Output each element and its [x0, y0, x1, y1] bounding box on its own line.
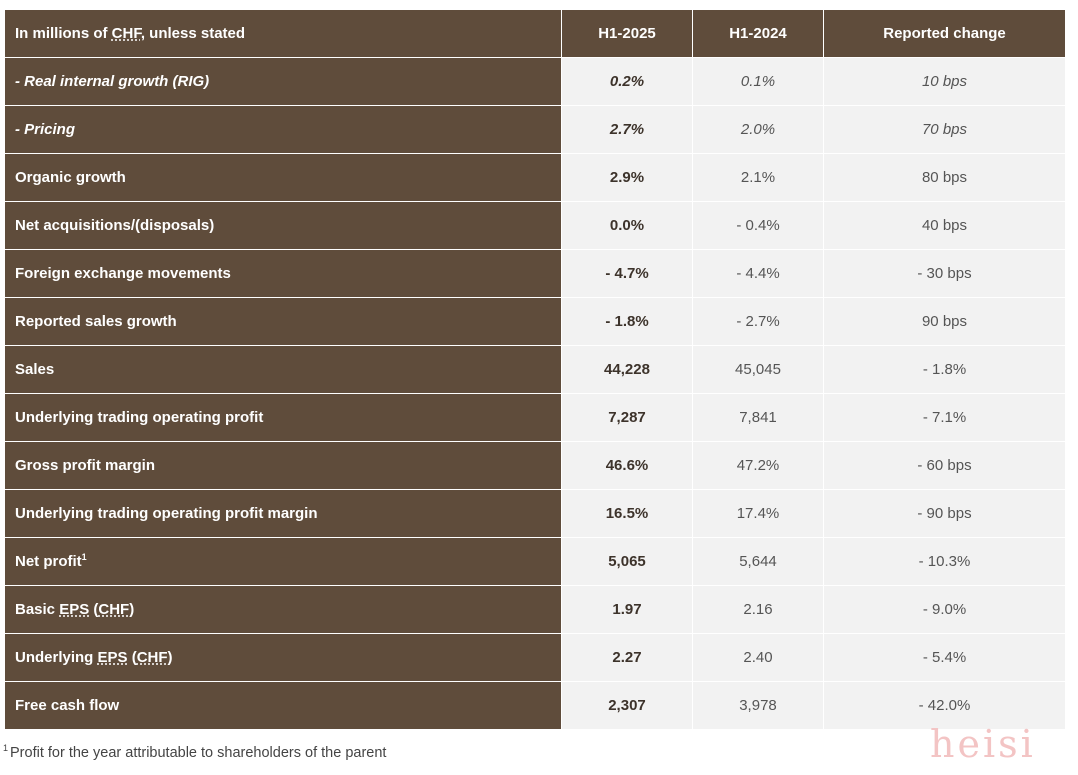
footnote-ref: 1	[81, 552, 87, 562]
table-row: Basic EPS (CHF) 1.97 2.16 - 9.0%	[4, 585, 1066, 634]
footnote-text: Profit for the year attributable to shar…	[10, 745, 387, 761]
row-label: Reported sales growth	[4, 297, 562, 346]
row-label: Net profit1	[4, 537, 562, 586]
value-h1-2024: 3,978	[692, 681, 824, 730]
value-change: 80 bps	[823, 153, 1066, 202]
value-change: - 30 bps	[823, 249, 1066, 298]
value-change: 90 bps	[823, 297, 1066, 346]
chf-abbr[interactable]: CHF	[136, 649, 168, 666]
table-row: Reported sales growth - 1.8% - 2.7% 90 b…	[4, 297, 1066, 346]
value-h1-2024: - 4.4%	[692, 249, 824, 298]
watermark: heisi	[930, 722, 1036, 766]
table-row: Organic growth 2.9% 2.1% 80 bps	[4, 153, 1066, 202]
value-change: - 7.1%	[823, 393, 1066, 442]
row-label: Underlying trading operating profit	[4, 393, 562, 442]
value-h1-2024: 17.4%	[692, 489, 824, 538]
row-label: Gross profit margin	[4, 441, 562, 490]
value-change: - 90 bps	[823, 489, 1066, 538]
value-h1-2024: 2.0%	[692, 105, 824, 154]
value-h1-2025: 1.97	[561, 585, 693, 634]
value-h1-2024: 47.2%	[692, 441, 824, 490]
table-row: - Pricing 2.7% 2.0% 70 bps	[4, 105, 1066, 154]
value-h1-2025: 5,065	[561, 537, 693, 586]
value-h1-2024: 0.1%	[692, 57, 824, 106]
table-row: Net profit1 5,065 5,644 - 10.3%	[4, 537, 1066, 586]
value-h1-2025: 16.5%	[561, 489, 693, 538]
value-h1-2025: 2,307	[561, 681, 693, 730]
table-row: Sales 44,228 45,045 - 1.8%	[4, 345, 1066, 394]
row-label: Foreign exchange movements	[4, 249, 562, 298]
value-h1-2025: - 1.8%	[561, 297, 693, 346]
eps-abbr[interactable]: EPS	[97, 649, 128, 666]
value-change: - 5.4%	[823, 633, 1066, 682]
value-change: - 10.3%	[823, 537, 1066, 586]
value-change: 40 bps	[823, 201, 1066, 250]
value-h1-2025: 7,287	[561, 393, 693, 442]
value-h1-2025: 46.6%	[561, 441, 693, 490]
value-change: - 9.0%	[823, 585, 1066, 634]
value-change: - 60 bps	[823, 441, 1066, 490]
row-label: - Real internal growth (RIG)	[4, 57, 562, 106]
table-header-row: In millions of CHF, unless stated H1-202…	[4, 9, 1066, 58]
value-h1-2025: - 4.7%	[561, 249, 693, 298]
value-h1-2024: - 0.4%	[692, 201, 824, 250]
table-row: Free cash flow 2,307 3,978 - 42.0%	[4, 681, 1066, 730]
table-row: - Real internal growth (RIG) 0.2% 0.1% 1…	[4, 57, 1066, 106]
table-row: Foreign exchange movements - 4.7% - 4.4%…	[4, 249, 1066, 298]
value-h1-2025: 2.9%	[561, 153, 693, 202]
value-h1-2024: 7,841	[692, 393, 824, 442]
table-row: Underlying EPS (CHF) 2.27 2.40 - 5.4%	[4, 633, 1066, 682]
table-row: Net acquisitions/(disposals) 0.0% - 0.4%…	[4, 201, 1066, 250]
value-change: 10 bps	[823, 57, 1066, 106]
header-h1-2024: H1-2024	[692, 9, 824, 58]
row-label: Sales	[4, 345, 562, 394]
table-row: Gross profit margin 46.6% 47.2% - 60 bps	[4, 441, 1066, 490]
footnote-marker: 1	[3, 743, 9, 754]
value-h1-2025: 2.27	[561, 633, 693, 682]
table-row: Underlying trading operating profit marg…	[4, 489, 1066, 538]
eps-abbr[interactable]: EPS	[59, 601, 90, 618]
value-h1-2024: 5,644	[692, 537, 824, 586]
row-label: Underlying EPS (CHF)	[4, 633, 562, 682]
value-h1-2025: 0.0%	[561, 201, 693, 250]
value-h1-2025: 0.2%	[561, 57, 693, 106]
header-h1-2025: H1-2025	[561, 9, 693, 58]
value-h1-2024: - 2.7%	[692, 297, 824, 346]
row-label: - Pricing	[4, 105, 562, 154]
row-label: Organic growth	[4, 153, 562, 202]
value-change: - 42.0%	[823, 681, 1066, 730]
value-h1-2024: 2.16	[692, 585, 824, 634]
value-h1-2024: 2.1%	[692, 153, 824, 202]
value-h1-2025: 2.7%	[561, 105, 693, 154]
chf-abbr[interactable]: CHF	[111, 25, 141, 42]
row-label: Net acquisitions/(disposals)	[4, 201, 562, 250]
row-label: Basic EPS (CHF)	[4, 585, 562, 634]
row-label: Free cash flow	[4, 681, 562, 730]
footnote: 1 Profit for the year attributable to sha…	[3, 743, 387, 761]
value-change: 70 bps	[823, 105, 1066, 154]
chf-abbr[interactable]: CHF	[98, 601, 130, 618]
table-row: Underlying trading operating profit 7,28…	[4, 393, 1066, 442]
header-reported-change: Reported change	[823, 9, 1066, 58]
value-change: - 1.8%	[823, 345, 1066, 394]
financial-summary-table: In millions of CHF, unless stated H1-202…	[4, 9, 1066, 730]
value-h1-2025: 44,228	[561, 345, 693, 394]
header-label: In millions of CHF, unless stated	[4, 9, 562, 58]
value-h1-2024: 45,045	[692, 345, 824, 394]
row-label: Underlying trading operating profit marg…	[4, 489, 562, 538]
value-h1-2024: 2.40	[692, 633, 824, 682]
